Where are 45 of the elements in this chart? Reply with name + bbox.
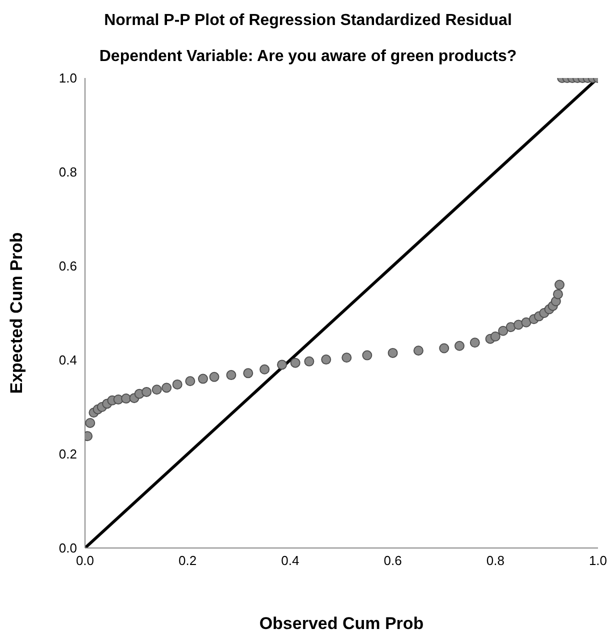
y-tick-label: 1.0 (58, 70, 77, 86)
point (198, 374, 208, 384)
point (552, 289, 563, 300)
point (470, 338, 480, 348)
x-tick-label: 0.6 (384, 553, 402, 568)
point (304, 356, 314, 366)
point (290, 358, 300, 368)
y-tick-label: 0.8 (58, 164, 77, 180)
point (226, 370, 236, 380)
point (85, 418, 96, 428)
y-tick-label: 0.4 (58, 352, 77, 368)
x-tick-label: 0.0 (76, 553, 94, 568)
point (521, 317, 532, 328)
point (260, 364, 270, 374)
x-tick-label: 0.8 (486, 553, 504, 568)
point (342, 352, 352, 363)
point (162, 382, 172, 393)
point (121, 394, 132, 404)
point (152, 384, 162, 395)
point (243, 368, 254, 378)
point (413, 346, 424, 356)
point (142, 386, 152, 397)
x-tick-label: 0.2 (178, 553, 197, 568)
point (490, 332, 500, 342)
x-tick-label: 1.0 (588, 553, 608, 568)
point (185, 376, 196, 386)
y-axis-title: Expected Cum Prob (7, 232, 26, 394)
chart-title: Normal P-P Plot of Regression Standardized Residual (103, 12, 513, 30)
point (362, 350, 372, 360)
point (209, 372, 220, 382)
point (454, 340, 464, 351)
x-axis-title: Observed Cum Prob (259, 614, 424, 633)
chart-subtitle: Dependent Variable: Are you aware of green products? (98, 48, 518, 66)
point (498, 326, 508, 336)
point (388, 348, 398, 358)
point (321, 354, 332, 365)
x-tick-label: 0.4 (281, 553, 300, 568)
y-tick-label: 0.0 (58, 540, 77, 556)
point (554, 280, 565, 290)
point (506, 322, 516, 332)
y-tick-label: 0.2 (58, 446, 77, 462)
point (276, 360, 287, 370)
point (172, 379, 182, 390)
point (439, 343, 450, 354)
y-tick-label: 0.6 (58, 258, 77, 274)
